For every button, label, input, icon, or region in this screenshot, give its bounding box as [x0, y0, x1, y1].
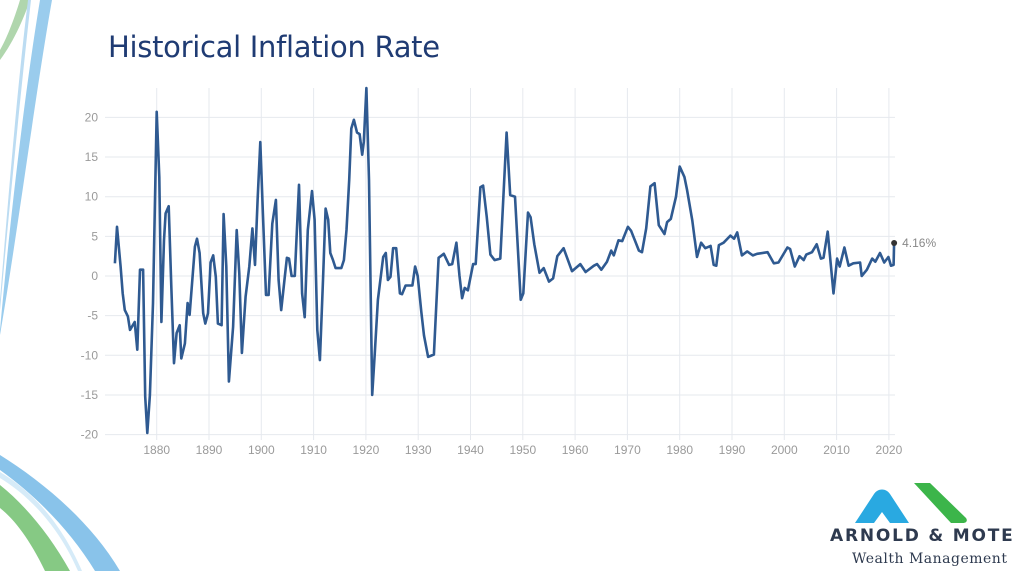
x-tick-label: 1900	[248, 443, 275, 457]
inflation-series-line	[113, 86, 896, 435]
logo-green-slash-icon	[914, 483, 967, 523]
y-tick-label: 10	[85, 190, 99, 204]
x-tick-label: 1990	[719, 443, 746, 457]
x-tick-label: 2010	[823, 443, 850, 457]
y-tick-label: 20	[85, 110, 99, 124]
decorative-swoosh-top-left	[0, 0, 52, 335]
logo-subtitle-text: Wealth Management	[852, 551, 1008, 567]
last-value-label: 4.16%	[902, 236, 936, 250]
y-tick-label: -15	[81, 388, 99, 402]
logo-blue-mountain-icon	[855, 489, 909, 523]
slide-title: Historical Inflation Rate	[108, 30, 440, 64]
x-axis: 1880 1890 1900 1910 1920 1930 1940 1950 1960 1970…	[143, 443, 902, 457]
x-tick-label: 2020	[876, 443, 903, 457]
x-tick-label: 1880	[143, 443, 170, 457]
y-tick-label: 5	[91, 229, 98, 243]
x-tick-label: 1970	[614, 443, 641, 457]
x-tick-label: 1920	[353, 443, 380, 457]
chart-grid	[105, 88, 895, 440]
x-tick-label: 1980	[666, 443, 693, 457]
x-tick-label: 2000	[771, 443, 798, 457]
y-tick-label: -10	[81, 348, 99, 362]
series-line	[113, 86, 896, 435]
x-tick-label: 1910	[300, 443, 327, 457]
x-tick-label: 1950	[509, 443, 536, 457]
x-tick-label: 1930	[405, 443, 432, 457]
logo-brand-text: ARNOLD & MOTE	[830, 526, 1015, 546]
x-tick-label: 1960	[562, 443, 589, 457]
y-axis: -20 -15 -10 -5 0 5 10 15 20	[81, 110, 99, 441]
y-tick-label: 15	[85, 150, 99, 164]
y-tick-label: 0	[91, 269, 98, 283]
decorative-swoosh-bottom-left	[0, 455, 120, 571]
x-tick-label: 1940	[457, 443, 484, 457]
x-tick-label: 1890	[196, 443, 223, 457]
y-tick-label: -5	[87, 309, 98, 323]
end-marker: 4.16%	[891, 236, 936, 250]
y-tick-label: -20	[81, 428, 99, 442]
arnold-mote-logo	[855, 483, 967, 523]
last-value-dot	[891, 240, 898, 247]
